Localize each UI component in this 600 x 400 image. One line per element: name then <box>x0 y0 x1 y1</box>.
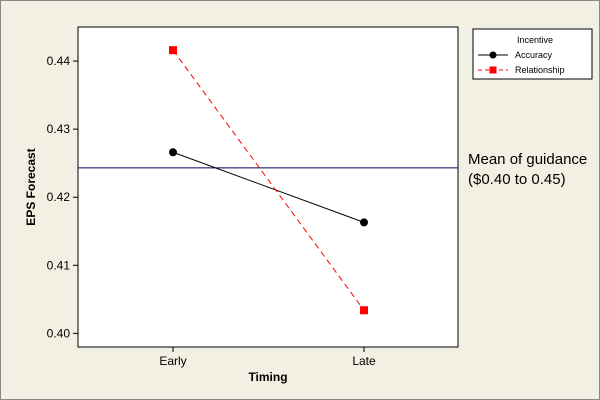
x-tick-label: Early <box>159 354 186 368</box>
x-axis-label: Timing <box>248 370 287 384</box>
y-axis-label: EPS Forecast <box>24 148 38 225</box>
legend-label-relationship: Relationship <box>515 65 565 75</box>
y-tick-label: 0.40 <box>47 326 71 340</box>
y-tick-label: 0.44 <box>47 54 71 68</box>
x-axis: Early Late <box>159 347 376 368</box>
x-tick-label: Late <box>352 354 376 368</box>
series-line-accuracy <box>172 151 365 223</box>
y-tick-label: 0.43 <box>47 122 71 136</box>
y-tick-label: 0.42 <box>47 190 71 204</box>
legend-marker-accuracy <box>489 51 497 59</box>
reference-line-label: Mean of guidance <box>468 151 587 168</box>
reference-line-label: ($0.40 to 0.45) <box>468 171 566 188</box>
data-point-accuracy-early <box>169 148 177 157</box>
series-group <box>169 46 368 315</box>
reference-line-group: Mean of guidance ($0.40 to 0.45) <box>78 151 587 188</box>
legend-marker-relationship <box>489 66 497 74</box>
series-line-relationship <box>172 49 365 311</box>
y-axis: 0.40 0.41 0.42 0.43 0.44 <box>47 54 78 340</box>
y-tick-label: 0.41 <box>47 258 71 272</box>
data-point-accuracy-late <box>360 218 368 227</box>
legend: Incentive Accuracy Relationship <box>472 28 593 80</box>
legend-label-accuracy: Accuracy <box>515 50 553 60</box>
data-point-relationship-early <box>169 46 177 55</box>
legend-items: Accuracy Relationship <box>478 50 565 75</box>
legend-title: Incentive <box>517 35 553 45</box>
data-point-relationship-late <box>360 306 368 315</box>
